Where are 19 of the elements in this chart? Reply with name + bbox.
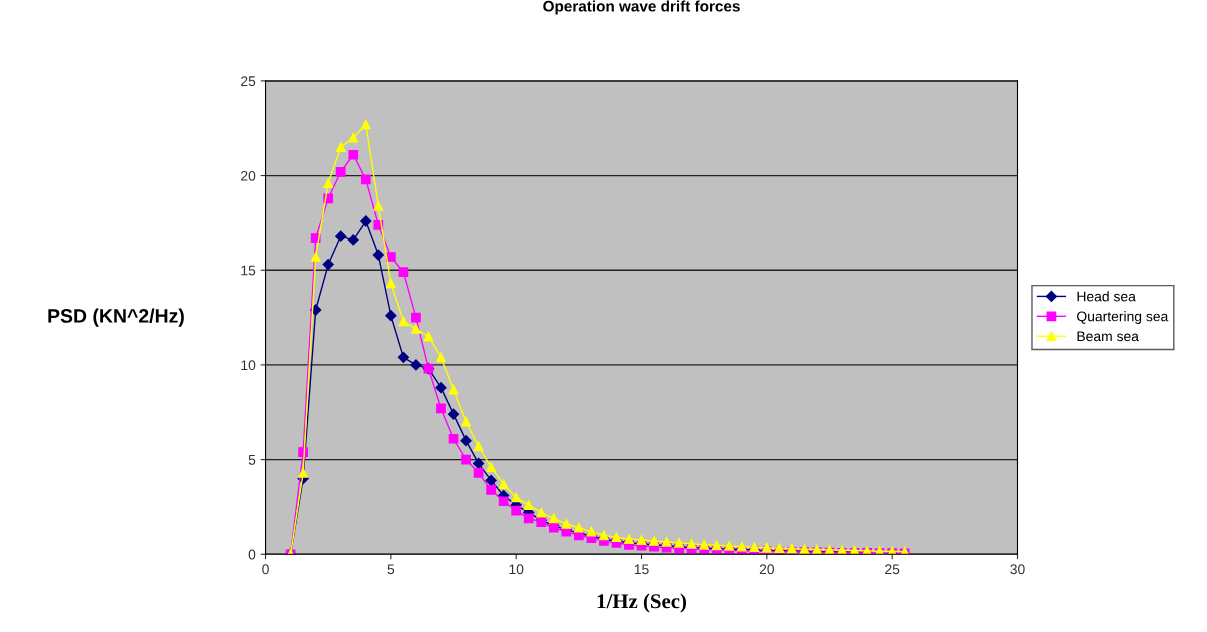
legend-label: Head sea [1077, 291, 1136, 302]
x-tick-label: 0 [262, 564, 269, 575]
x-tick-label: 10 [509, 564, 524, 575]
x-tick-label: 15 [634, 564, 649, 575]
x-tick-label: 30 [1010, 564, 1025, 575]
y-tick-label: 0 [248, 549, 256, 560]
x-tick-label: 25 [885, 564, 900, 575]
y-tick-label: 10 [241, 360, 256, 371]
y-tick-label: 20 [241, 170, 256, 181]
x-axis-title: 1/Hz (Sec) [597, 593, 687, 613]
y-tick-label: 5 [248, 455, 256, 465]
y-axis-title: PSD (KN^2/Hz) [48, 308, 184, 327]
x-tick-label: 20 [759, 564, 775, 575]
y-tick-label: 25 [241, 76, 256, 87]
legend-label: Quartering sea [1077, 311, 1169, 325]
legend-label: Beam sea [1077, 331, 1139, 342]
x-tick-label: 5 [387, 564, 395, 575]
chart-title: Operation wave drift forces [543, 0, 740, 15]
y-tick-label: 15 [241, 265, 256, 276]
